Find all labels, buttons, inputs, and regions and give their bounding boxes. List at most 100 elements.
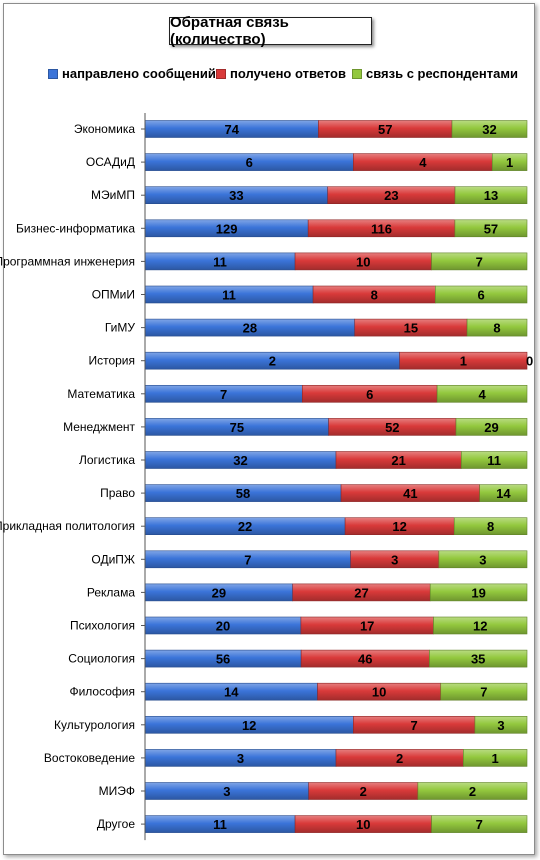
category-label: Право bbox=[100, 486, 135, 500]
bar-segment-contact bbox=[466, 318, 528, 337]
data-label-contact: 8 bbox=[487, 519, 494, 534]
data-label-received: 21 bbox=[391, 453, 405, 468]
data-label-received: 10 bbox=[356, 254, 370, 269]
data-label-received: 52 bbox=[385, 420, 399, 435]
legend-swatch-received bbox=[216, 68, 226, 79]
data-label-sent: 29 bbox=[212, 585, 226, 600]
data-label-contact: 57 bbox=[484, 221, 498, 236]
category-label: Реклама bbox=[87, 585, 135, 599]
bar-segment-contact bbox=[463, 749, 528, 767]
data-label-sent: 11 bbox=[213, 254, 227, 269]
legend-swatch-sent bbox=[48, 68, 58, 79]
legend-item-received: получено ответов bbox=[216, 66, 346, 81]
data-label-contact: 3 bbox=[479, 552, 486, 567]
data-label-received: 2 bbox=[396, 751, 403, 766]
data-label-sent: 7 bbox=[244, 552, 251, 567]
data-label-received: 2 bbox=[360, 784, 367, 799]
bar-segment-contact bbox=[429, 649, 528, 668]
data-label-received: 1 bbox=[460, 354, 467, 369]
category-label: Психология bbox=[70, 619, 135, 633]
data-label-received: 15 bbox=[404, 321, 418, 336]
category-label: Другое bbox=[97, 817, 135, 831]
data-label-contact: 7 bbox=[476, 817, 483, 832]
data-label-sent: 22 bbox=[238, 519, 252, 534]
data-label-received: 116 bbox=[371, 221, 392, 236]
bar-segment-contact bbox=[435, 285, 528, 304]
data-label-received: 17 bbox=[360, 619, 374, 634]
data-label-received: 46 bbox=[358, 652, 372, 667]
bar-segment-contact bbox=[438, 550, 528, 569]
data-label-contact: 7 bbox=[476, 254, 483, 269]
data-label-received: 4 bbox=[419, 155, 427, 170]
data-label-received: 8 bbox=[371, 288, 378, 303]
category-label: Экономика bbox=[74, 122, 135, 136]
legend-item-contact: связь с респондентами bbox=[352, 66, 518, 81]
category-label: ОСАДиД bbox=[86, 155, 135, 169]
data-label-contact: 8 bbox=[493, 321, 500, 336]
bar-segment-contact bbox=[431, 815, 528, 833]
data-label-sent: 7 bbox=[220, 387, 227, 402]
data-label-contact: 35 bbox=[471, 652, 485, 667]
data-label-sent: 33 bbox=[229, 188, 243, 203]
category-label: ГиМУ bbox=[105, 321, 136, 335]
data-label-sent: 6 bbox=[246, 155, 253, 170]
category-label: Менеджмент bbox=[63, 420, 135, 434]
data-label-received: 12 bbox=[392, 519, 406, 534]
bar-segment-contact bbox=[453, 517, 528, 536]
category-label: ОПМиИ bbox=[92, 288, 135, 302]
data-label-sent: 11 bbox=[222, 288, 236, 303]
data-label-sent: 14 bbox=[224, 685, 239, 700]
category-label: Логистика bbox=[79, 453, 135, 467]
data-label-received: 3 bbox=[391, 552, 398, 567]
legend-label-received: получено ответов bbox=[230, 66, 346, 81]
data-label-contact: 2 bbox=[469, 784, 476, 799]
data-label-sent: 12 bbox=[242, 718, 256, 733]
bar-segment-contact bbox=[417, 782, 528, 800]
category-label: МЭиМП bbox=[91, 188, 135, 202]
data-label-contact: 1 bbox=[492, 751, 499, 766]
data-label-sent: 2 bbox=[269, 354, 276, 369]
data-label-contact: 13 bbox=[484, 188, 498, 203]
data-label-received: 23 bbox=[384, 188, 398, 203]
category-label: ОДиПЖ bbox=[91, 552, 135, 566]
bar-segment-contact bbox=[431, 252, 528, 271]
category-label: Программная инженерия bbox=[0, 254, 135, 268]
bar-segment-contact bbox=[429, 583, 528, 602]
bar-segment-contact bbox=[436, 384, 528, 403]
legend: направлено сообщений получено ответов св… bbox=[0, 66, 540, 86]
data-label-sent: 129 bbox=[216, 221, 238, 236]
data-label-sent: 75 bbox=[230, 420, 244, 435]
category-label: Философия bbox=[69, 685, 135, 699]
data-label-contact: 4 bbox=[478, 387, 486, 402]
category-label: Прикладная политология bbox=[0, 519, 135, 533]
category-label: МИЭФ bbox=[99, 784, 135, 798]
data-label-received: 10 bbox=[356, 817, 370, 832]
category-label: История bbox=[88, 354, 135, 368]
category-label: Культурология bbox=[54, 718, 135, 732]
data-label-received: 6 bbox=[366, 387, 373, 402]
data-label-sent: 11 bbox=[213, 817, 227, 832]
bar-segment-contact bbox=[454, 186, 528, 204]
data-label-received: 7 bbox=[411, 718, 418, 733]
bar-segment-contact bbox=[479, 484, 528, 502]
category-label: Социология bbox=[68, 652, 135, 666]
bar-segment-contact bbox=[455, 418, 528, 436]
bar-segment-contact bbox=[474, 715, 528, 734]
data-label-sent: 3 bbox=[223, 784, 230, 799]
data-label-contact: 32 bbox=[482, 122, 496, 137]
data-label-contact: 7 bbox=[480, 685, 487, 700]
data-label-contact: 11 bbox=[487, 453, 501, 468]
data-label-contact: 12 bbox=[473, 619, 487, 634]
data-label-contact: 6 bbox=[478, 288, 485, 303]
bar-segment-contact bbox=[491, 153, 528, 171]
data-label-contact: 0 bbox=[526, 354, 533, 369]
data-label-received: 10 bbox=[372, 685, 386, 700]
bar-segment-contact bbox=[433, 616, 528, 635]
data-label-contact: 19 bbox=[471, 585, 485, 600]
bar-segment-contact bbox=[461, 451, 528, 469]
legend-label-contact: связь с респондентами bbox=[366, 66, 518, 81]
data-label-contact: 29 bbox=[484, 420, 498, 435]
legend-label-sent: направлено сообщений bbox=[62, 66, 216, 81]
